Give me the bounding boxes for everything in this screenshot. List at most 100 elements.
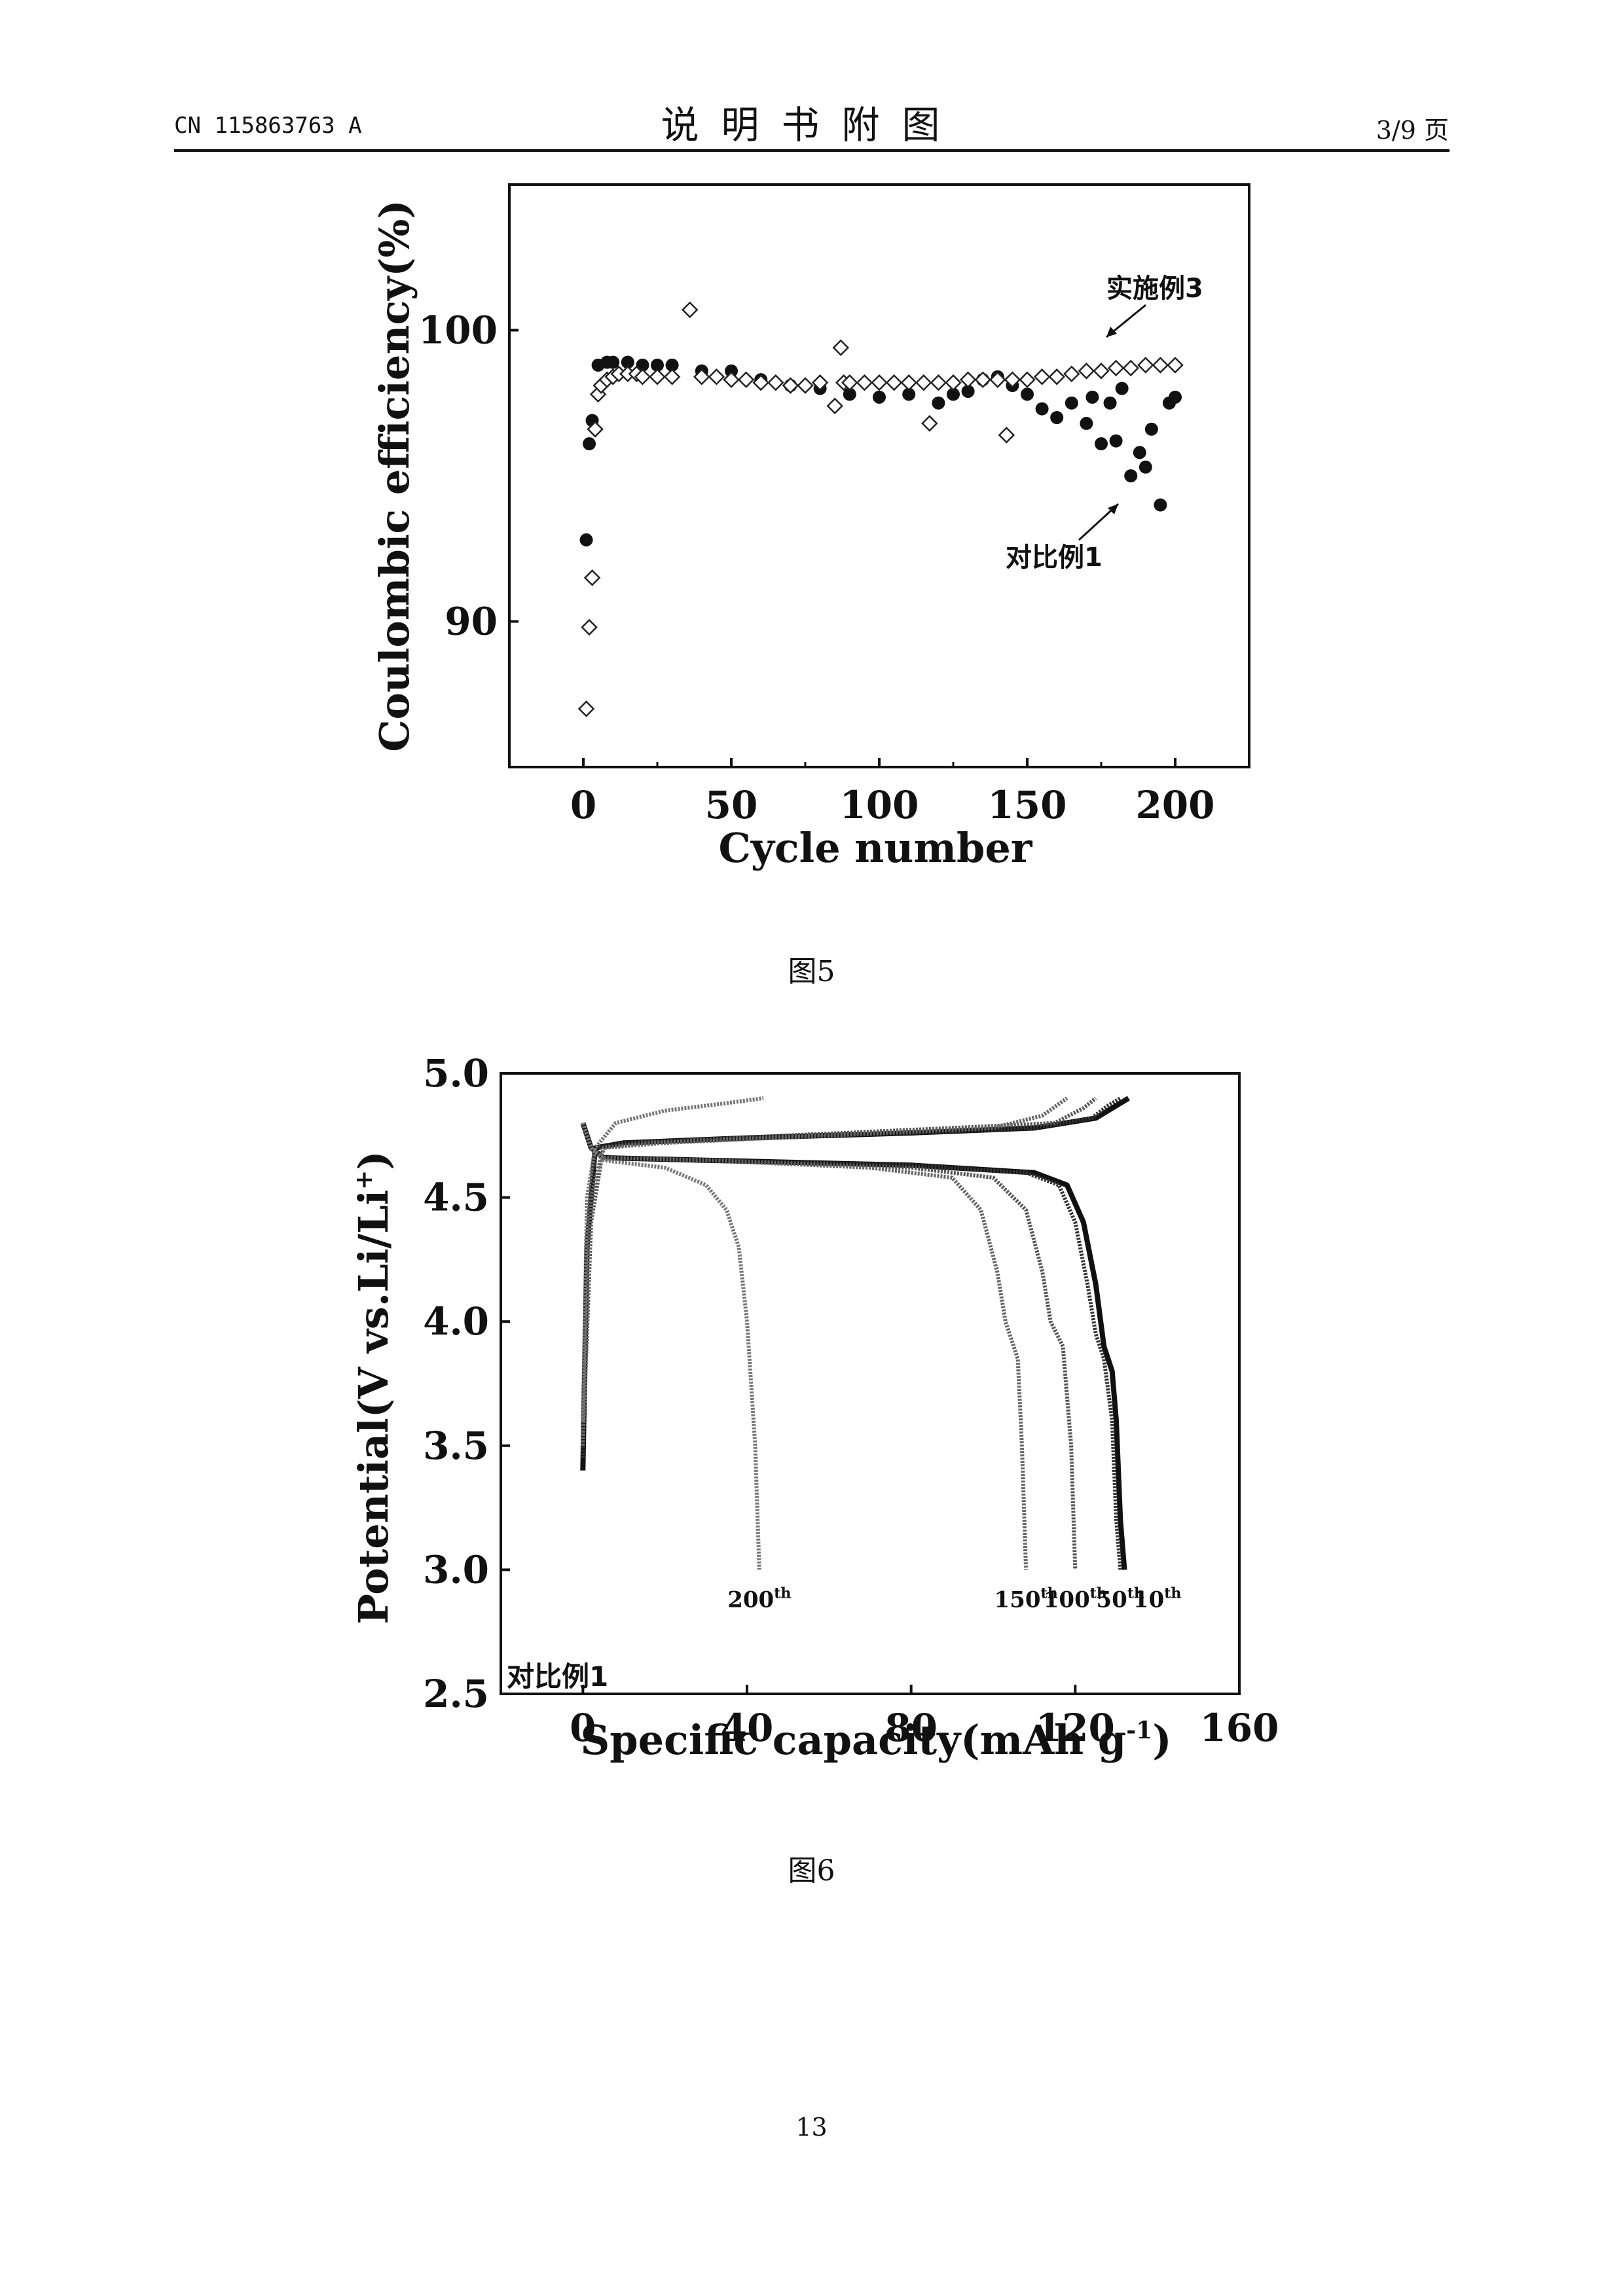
curve-200th-discharge — [581, 1122, 761, 1570]
point-comparative-1 — [1085, 390, 1099, 404]
x-tick-label: 80 — [884, 1706, 938, 1750]
point-comparative-1 — [947, 387, 960, 401]
point-comparative-1 — [1124, 469, 1138, 482]
inset-label: 对比例1 — [507, 1660, 608, 1693]
figure-5-chart: 0 50 100 150 200 90 100 Cycle number Coulombic… — [371, 183, 1250, 872]
plot-frame — [508, 183, 1250, 768]
point-example-3 — [723, 371, 740, 388]
point-comparative-1 — [1095, 437, 1108, 451]
data-points — [577, 301, 1184, 717]
point-example-3 — [681, 301, 699, 319]
axis-ticks: 0 40 80 120 160 2.5 3.0 3.5 4.0 4.5 5.0 — [423, 1051, 1279, 1750]
figure-6-caption: 图6 — [788, 1854, 835, 1888]
point-example-3 — [841, 374, 858, 391]
cycle-label-150: 150th — [994, 1585, 1058, 1613]
section-title: 说明书附图 — [661, 103, 962, 147]
point-example-3 — [767, 374, 784, 391]
point-example-3 — [634, 368, 651, 386]
x-tick-label: 120 — [1036, 1706, 1115, 1750]
curve-200th-charge — [581, 1096, 764, 1421]
point-comparative-1 — [606, 355, 620, 369]
point-example-3 — [1078, 363, 1095, 380]
y-tick-label: 4.0 — [423, 1299, 489, 1344]
x-tick-label: 50 — [705, 783, 758, 827]
point-example-3 — [1004, 371, 1021, 388]
point-comparative-1 — [902, 387, 916, 401]
point-example-3 — [583, 569, 601, 586]
point-comparative-1 — [1154, 498, 1167, 512]
x-tick-label: 0 — [570, 783, 596, 827]
point-example-3 — [797, 377, 814, 394]
point-comparative-1 — [1103, 396, 1117, 410]
figure-6-chart: 0 40 80 120 160 2.5 3.0 3.5 4.0 4.5 5.0 200th 150th… — [350, 1051, 1279, 1764]
point-comparative-1 — [932, 396, 945, 410]
point-example-3 — [1093, 363, 1110, 380]
point-comparative-1 — [1065, 396, 1078, 410]
point-example-3 — [945, 374, 962, 391]
point-example-3 — [885, 374, 903, 391]
point-example-3 — [959, 371, 977, 388]
point-comparative-1 — [1050, 411, 1064, 424]
point-example-3 — [1167, 357, 1184, 374]
arrow-head-comparative-1 — [1108, 504, 1118, 514]
point-example-3 — [921, 415, 938, 432]
point-example-3 — [1122, 359, 1139, 377]
point-example-3 — [693, 368, 710, 386]
point-example-3 — [856, 374, 873, 391]
point-comparative-1 — [651, 358, 664, 372]
page-number: 13 — [795, 2113, 828, 2142]
y-axis-title: Potential(V vs.Li/Li+) — [350, 1151, 397, 1624]
point-example-3 — [577, 700, 595, 717]
curve-100th-charge — [581, 1096, 1097, 1446]
y-tick-label: 3.0 — [423, 1547, 489, 1592]
point-comparative-1 — [579, 533, 593, 547]
x-axis-title: Cycle number — [719, 824, 1033, 872]
point-example-3 — [1048, 368, 1065, 386]
y-axis-title: Coulombic efficiency(%) — [371, 200, 418, 752]
point-example-3 — [930, 374, 947, 391]
point-example-3 — [811, 374, 829, 391]
x-tick-label: 150 — [987, 783, 1067, 827]
annotation-example-3: 实施例3 — [1106, 274, 1203, 304]
annotation-comparative-1: 对比例1 — [1006, 543, 1103, 573]
x-tick-label: 200 — [1135, 783, 1214, 827]
point-comparative-1 — [1109, 434, 1123, 448]
point-comparative-1 — [1169, 390, 1182, 404]
cycle-label-200: 200th — [727, 1585, 791, 1613]
point-comparative-1 — [1144, 422, 1158, 436]
point-example-3 — [1063, 365, 1080, 383]
y-tick-label: 3.5 — [423, 1424, 489, 1468]
point-example-3 — [915, 374, 932, 391]
point-comparative-1 — [1021, 387, 1034, 401]
point-example-3 — [1033, 368, 1051, 386]
point-example-3 — [998, 426, 1015, 444]
point-example-3 — [1019, 371, 1036, 388]
point-comparative-1 — [1115, 382, 1129, 395]
curve-10th-charge — [580, 1096, 1130, 1471]
curve-10th-discharge — [580, 1122, 1127, 1570]
point-example-3 — [649, 368, 666, 386]
header-rule — [174, 149, 1450, 152]
point-example-3 — [1152, 357, 1169, 374]
curve-100th-discharge — [581, 1122, 1078, 1570]
point-example-3 — [581, 619, 598, 636]
point-comparative-1 — [1139, 460, 1152, 474]
point-example-3 — [974, 371, 991, 388]
point-example-3 — [900, 374, 917, 391]
point-example-3 — [1107, 359, 1125, 377]
y-tick-label: 4.5 — [423, 1175, 489, 1220]
point-comparative-1 — [873, 390, 886, 404]
x-axis-title: Specific capacity(mAh g-1) — [580, 1716, 1171, 1764]
point-comparative-1 — [843, 387, 856, 401]
point-example-3 — [989, 371, 1006, 388]
point-example-3 — [752, 374, 769, 391]
point-example-3 — [663, 368, 681, 386]
point-example-3 — [871, 374, 888, 391]
point-comparative-1 — [725, 364, 738, 378]
curve-50th-charge — [581, 1096, 1122, 1458]
point-comparative-1 — [1133, 446, 1146, 459]
figure-5-caption: 图5 — [788, 955, 835, 988]
y-tick-label: 2.5 — [423, 1672, 489, 1716]
curve-150th-charge — [581, 1096, 1068, 1446]
